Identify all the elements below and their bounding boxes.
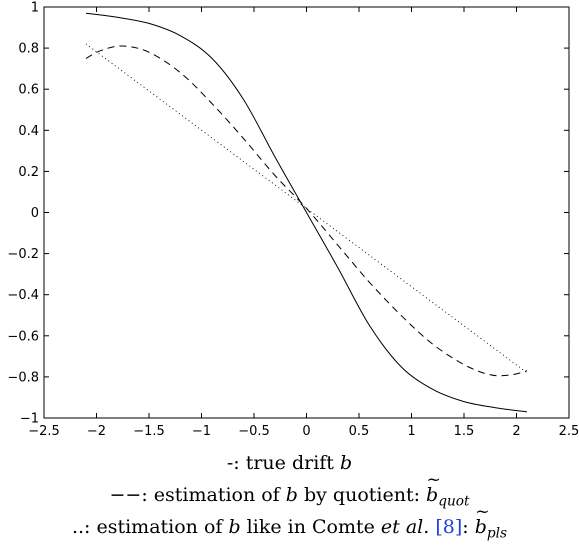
series-line-dashed xyxy=(85,45,528,377)
x-tick-label: 1 xyxy=(407,424,415,439)
legend-dotted-estimator: b xyxy=(475,502,490,538)
legend-line-solid: -: true drift b xyxy=(0,452,579,474)
legend-line-dotted: ..: estimation of b like in Comte et al.… xyxy=(0,502,579,542)
legend-solid-symbol: b xyxy=(339,452,353,474)
legend-dashed-mid: by quotient: xyxy=(297,484,427,506)
legend-line-dashed: −−: estimation of b by quotient: bquot xyxy=(0,470,579,510)
citation-link[interactable]: [8] xyxy=(435,516,463,538)
y-tick-label: 1 xyxy=(31,1,39,16)
y-tick-label: 0.8 xyxy=(18,42,39,57)
x-tick-label: 2.5 xyxy=(559,424,579,439)
legend-dotted-subscript: pls xyxy=(486,525,508,542)
legend-dotted-etal: et al. xyxy=(380,516,430,538)
legend-dotted-mid: like in Comte xyxy=(240,516,381,538)
x-tick-label: −0.5 xyxy=(238,424,270,439)
tick-layer: −2.5 −2 −1.5 −1 −0.5 0 0.5 1 1.5 2 2.5 −1 −0.8 −0.6 −0… xyxy=(7,1,579,440)
y-tick-label: −0.6 xyxy=(7,329,39,344)
y-tick-label: −1 xyxy=(20,412,39,427)
y-tick-label: 0.4 xyxy=(18,124,39,139)
y-tick-label: 0.2 xyxy=(18,165,39,180)
x-tick-label: −1 xyxy=(192,424,211,439)
series-layer xyxy=(85,12,528,413)
x-tick-label: −1.5 xyxy=(133,424,165,439)
x-tick-label: 2 xyxy=(512,424,520,439)
legend-dashed-text: −−: estimation of xyxy=(109,484,286,506)
legend-dotted-symbol: b xyxy=(228,516,241,538)
y-tick-label: −0.2 xyxy=(7,247,39,262)
chart-svg: −2.5 −2 −1.5 −1 −0.5 0 0.5 1 1.5 2 2.5 −1 −0.8 −0.6 −0… xyxy=(7,1,579,440)
legend-dotted-colon: : xyxy=(462,516,475,538)
legend-dotted-text: ..: estimation of xyxy=(71,516,229,538)
y-tick-label: −0.4 xyxy=(7,288,39,303)
x-tick-label: −2.5 xyxy=(28,424,60,439)
y-tick-label: 0.6 xyxy=(18,83,39,98)
x-tick-label: 0 xyxy=(302,424,310,439)
y-tick-label: −0.8 xyxy=(7,370,39,385)
x-tick-label: 0.5 xyxy=(349,424,370,439)
x-tick-label: −2 xyxy=(87,424,106,439)
legend-solid-text: -: true drift xyxy=(226,452,340,474)
x-tick-label: 1.5 xyxy=(454,424,475,439)
legend-dashed-subscript: quot xyxy=(438,493,470,510)
legend-dashed-estimator: b xyxy=(426,470,441,506)
y-tick-label: 0 xyxy=(31,206,39,221)
series-line-solid xyxy=(85,12,528,413)
legend-dashed-symbol: b xyxy=(285,484,298,506)
